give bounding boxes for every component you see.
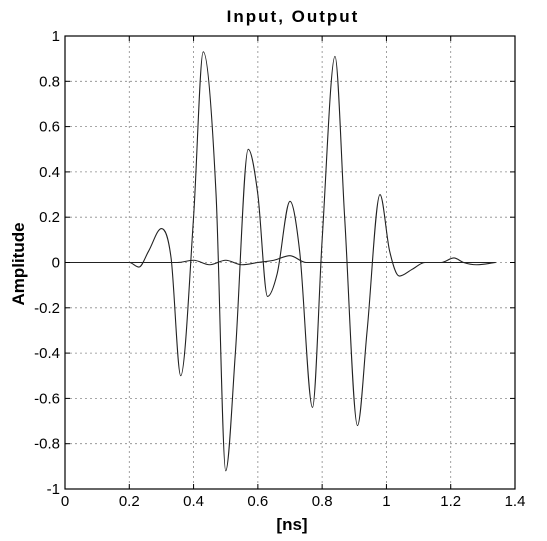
y-tick-label: 0.6 (39, 119, 60, 136)
chart-title: Input, Output (227, 7, 360, 26)
y-tick-label: 0.2 (39, 209, 60, 226)
series-line-1 (65, 51, 496, 472)
axis-ticks: 0 0.2 0.4 0.6 0.8 1 1.2 1.4 1 0.8 0.6 0.4 0.2 0 -0.2 -0… (34, 28, 525, 510)
y-tick-label: 1 (52, 28, 60, 45)
y-tick-label: -0.8 (34, 436, 60, 453)
y-tick-label: -0.6 (34, 390, 60, 407)
y-tick-label: -0.2 (34, 300, 60, 317)
x-tick-label: 0 (61, 493, 69, 510)
x-tick-label: 1 (382, 493, 390, 510)
x-tick-label: 0.8 (312, 493, 333, 510)
series-layer (65, 51, 496, 472)
x-tick-label: 0.6 (247, 493, 268, 510)
y-tick-label: 0 (52, 255, 60, 272)
x-axis-label: [ns] (276, 515, 307, 534)
x-tick-label: 0.4 (183, 493, 204, 510)
y-tick-label: -0.4 (34, 345, 60, 362)
y-axis-label: Amplitude (9, 222, 28, 305)
y-tick-label: 0.4 (39, 164, 60, 181)
y-tick-label: -1 (47, 481, 60, 498)
x-tick-label: 0.2 (119, 493, 140, 510)
y-tick-label: 0.8 (39, 73, 60, 90)
series-line-2 (65, 255, 496, 266)
grid-lines (65, 36, 515, 489)
x-tick-label: 1.2 (440, 493, 461, 510)
x-tick-label: 1.4 (505, 493, 526, 510)
